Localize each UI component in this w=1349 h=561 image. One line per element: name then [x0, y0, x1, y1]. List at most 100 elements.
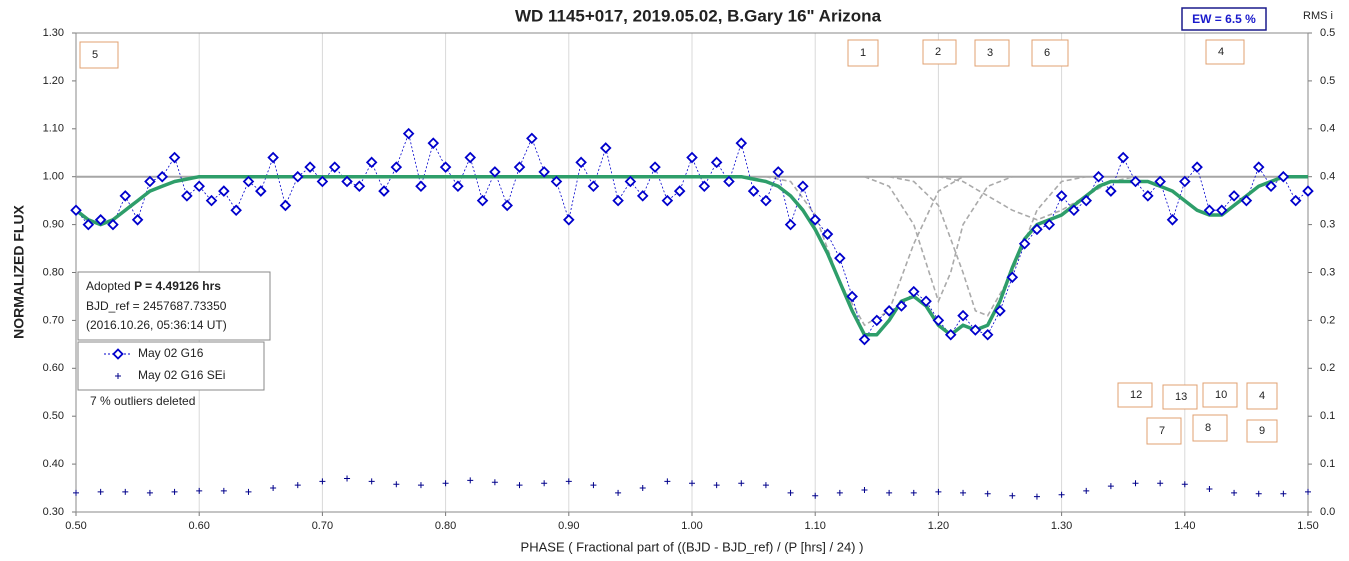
annotation-label: 9 [1259, 425, 1265, 437]
component-curve [765, 175, 964, 327]
data-point [402, 127, 415, 140]
sei-point [467, 477, 474, 484]
chart-title: WD 1145+017, 2019.05.02, B.Gary 16" Ariz… [515, 6, 882, 25]
sei-point [762, 482, 769, 489]
sei-point [344, 475, 351, 482]
y-tick-label: 1.30 [43, 27, 64, 39]
annotation-label: 7 [1159, 425, 1165, 437]
sei-point [1107, 483, 1114, 490]
data-point [599, 142, 612, 154]
data-point [255, 185, 267, 197]
sei-point [689, 480, 695, 487]
sei-point [220, 487, 227, 494]
annotation-box [1202, 382, 1238, 408]
data-point [1289, 194, 1302, 207]
annotation-box [847, 39, 879, 67]
sei-point [1033, 493, 1040, 500]
x-tick-label: 1.00 [681, 520, 702, 532]
annotation-box [1162, 384, 1198, 410]
data-point [723, 175, 735, 188]
data-point [489, 166, 501, 178]
annotation-box [1205, 39, 1245, 65]
data-point [932, 314, 945, 327]
data-point [1166, 214, 1179, 226]
y-tick-label: 0.80 [43, 266, 64, 278]
data-point [698, 180, 711, 193]
sei-point [713, 482, 720, 489]
sei-point [590, 482, 597, 489]
data-point [476, 194, 489, 207]
data-point [107, 218, 119, 231]
sei-point [812, 492, 819, 499]
x-tick-label: 0.60 [188, 520, 209, 532]
sei-point [1083, 487, 1090, 494]
y-tick-label: 0.70 [43, 314, 64, 326]
y2-tick-label: 0.5 [1320, 27, 1335, 39]
y2-axis-label: RMS i [1303, 10, 1333, 22]
data-point [181, 190, 193, 202]
legend-symbol [112, 348, 124, 360]
annotation-box [1246, 419, 1278, 443]
sei-point [1305, 488, 1311, 495]
data-point [907, 285, 920, 298]
x-tick-label: 1.50 [1297, 520, 1318, 532]
data-point [452, 180, 464, 193]
data-point [427, 137, 440, 149]
data-point [563, 214, 575, 226]
sei-point [516, 482, 523, 489]
data-point [760, 194, 772, 207]
data-point [1228, 190, 1240, 202]
data-point [735, 137, 748, 149]
data-point [242, 175, 255, 188]
sei-point [368, 478, 375, 485]
y-tick-label: 0.40 [43, 458, 64, 470]
annotation-label: 1 [860, 47, 866, 59]
data-point [279, 199, 292, 212]
data-point [784, 218, 797, 231]
legend-label: May 02 G16 SEi [138, 368, 225, 382]
sei-point [1157, 480, 1164, 487]
plot-area: 0.50 0.60 0.70 0.80 0.90 1.00 1.10 1.20 1.30 1.40… [43, 27, 1336, 532]
x-tick-label: 1.10 [804, 520, 825, 532]
data-point [1215, 204, 1228, 217]
data-point [316, 175, 329, 188]
y-tick-label: 1.00 [43, 171, 64, 183]
x-tick-label: 1.30 [1051, 520, 1072, 532]
annotation-label: 12 [1130, 389, 1142, 401]
sei-point [97, 488, 104, 495]
data-point [772, 166, 785, 178]
data-point [70, 204, 82, 217]
model-line [74, 174, 1308, 337]
sei-point [984, 490, 991, 497]
y-tick-label: 0.90 [43, 219, 64, 231]
data-point [858, 333, 871, 346]
data-point [304, 161, 316, 173]
x-tick-label: 1.20 [928, 520, 949, 532]
data-point [895, 300, 908, 312]
plot-border [75, 32, 1309, 513]
data-point [341, 175, 353, 188]
data-point [550, 175, 563, 188]
data-point [267, 151, 279, 164]
info-period: P = 4.49126 hrs [134, 279, 221, 293]
sei-point [417, 482, 424, 489]
sei-point [122, 488, 129, 495]
sei-point [738, 480, 745, 487]
data-point [661, 194, 674, 207]
y2-tick-label: 0.1 [1320, 458, 1335, 470]
data-point [587, 180, 600, 193]
info-prefix: Adopted [86, 279, 131, 293]
data-point [1043, 218, 1056, 231]
data-point [981, 328, 994, 341]
component-curve [888, 175, 1087, 317]
data-point [193, 180, 205, 193]
data-point [686, 151, 698, 164]
sei-point [245, 488, 252, 495]
data-point [1031, 223, 1043, 236]
y-tick-label: 1.20 [43, 75, 64, 87]
data-point [1129, 175, 1142, 188]
data-point [1018, 237, 1031, 250]
data-point [1142, 190, 1154, 202]
data-point [636, 190, 649, 202]
